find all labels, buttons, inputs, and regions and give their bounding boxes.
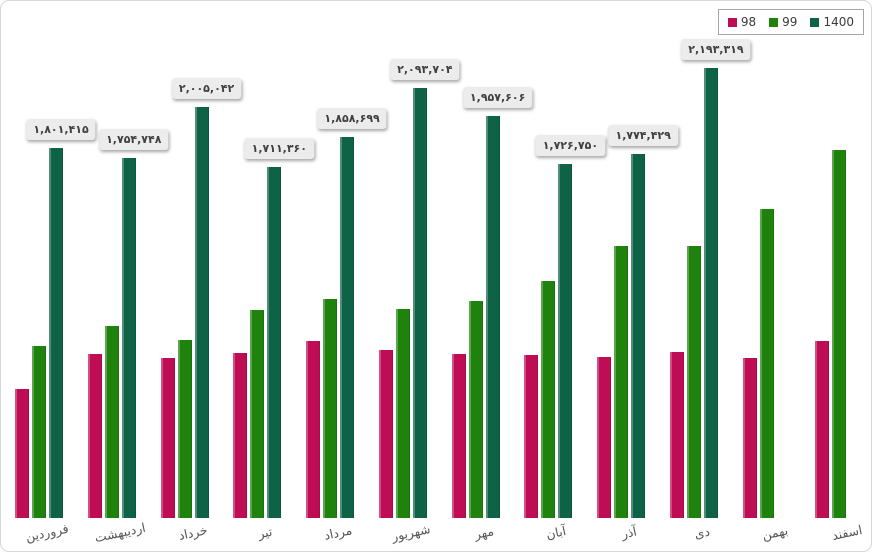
bar-99[interactable] xyxy=(759,209,774,518)
data-label-1400: ۲,۰۰۵,۰۴۲ xyxy=(171,78,242,99)
bar-group-6 xyxy=(378,88,427,518)
bar-99[interactable] xyxy=(614,246,629,518)
bar-98[interactable] xyxy=(451,354,466,518)
legend-swatch-1400-icon xyxy=(810,17,820,27)
bar-98[interactable] xyxy=(524,355,539,518)
bar-group-5 xyxy=(306,137,355,518)
bar-98[interactable] xyxy=(597,357,612,518)
bar-1400[interactable] xyxy=(631,154,646,518)
x-axis-label: فروردین xyxy=(24,520,70,545)
bar-98[interactable] xyxy=(160,358,175,518)
bar-1400[interactable] xyxy=(267,167,282,518)
legend-item-1400[interactable]: 1400 xyxy=(810,15,854,29)
legend-label-1400: 1400 xyxy=(823,15,854,29)
x-axis-label: خرداد xyxy=(176,522,209,543)
x-axis-label: شهریور xyxy=(390,521,432,544)
bar-1400[interactable] xyxy=(558,164,573,518)
x-axis-label: مهر xyxy=(472,523,495,542)
bar-99[interactable] xyxy=(177,340,192,518)
x-axis-label: آبان xyxy=(545,523,568,542)
data-label-1400: ۱,۹۵۷,۶۰۶ xyxy=(462,87,533,108)
x-axis-label: تیر xyxy=(256,523,274,542)
x-axis-label: اسفند xyxy=(830,521,864,544)
bar-group-3 xyxy=(160,107,209,518)
bar-99[interactable] xyxy=(32,346,46,518)
legend-label-99: 99 xyxy=(782,15,798,29)
bar-99[interactable] xyxy=(395,309,410,518)
bar-98[interactable] xyxy=(669,352,684,518)
x-axis-label: آذر xyxy=(620,523,639,542)
bar-group-4 xyxy=(233,167,282,518)
bar-98[interactable] xyxy=(306,341,321,518)
bar-1400[interactable] xyxy=(194,107,209,518)
bar-group-8 xyxy=(524,164,573,518)
bar-99[interactable] xyxy=(104,326,119,518)
data-label-1400: ۱,۷۱۱,۳۶۰ xyxy=(244,138,314,159)
bar-group-12 xyxy=(815,150,847,518)
legend-swatch-98-icon xyxy=(727,17,737,27)
data-label-1400: ۱,۷۲۶,۷۵۰ xyxy=(535,135,606,156)
bar-99[interactable] xyxy=(832,150,847,518)
bar-99[interactable] xyxy=(323,299,338,518)
x-axis-label: بهمن xyxy=(760,522,789,543)
bar-group-10 xyxy=(669,68,718,518)
bar-1400[interactable] xyxy=(485,116,500,518)
bar-99[interactable] xyxy=(468,301,483,518)
bar-98[interactable] xyxy=(378,350,393,518)
data-label-1400: ۱,۸۰۱,۴۱۵ xyxy=(26,119,96,140)
bar-1400[interactable] xyxy=(121,158,136,518)
bar-group-1 xyxy=(15,148,63,518)
bar-group-2 xyxy=(87,158,136,518)
x-axis-label: مرداد xyxy=(322,522,354,543)
bar-98[interactable] xyxy=(233,353,248,518)
bar-98[interactable] xyxy=(15,389,29,518)
data-label-1400: ۱,۷۷۴,۴۲۹ xyxy=(608,125,678,146)
bar-99[interactable] xyxy=(250,310,265,518)
bar-98[interactable] xyxy=(87,354,102,518)
data-label-1400: ۱,۷۵۴,۷۴۸ xyxy=(99,129,169,150)
bar-99[interactable] xyxy=(686,246,701,518)
bar-99[interactable] xyxy=(541,281,556,518)
bar-1400[interactable] xyxy=(412,88,427,518)
bar-98[interactable] xyxy=(742,358,757,518)
x-axis-label: اردیبهشت xyxy=(93,519,147,546)
legend-item-99[interactable]: 99 xyxy=(769,15,797,29)
bar-1400[interactable] xyxy=(49,148,63,518)
bar-98[interactable] xyxy=(815,341,830,518)
x-axis-label: دی xyxy=(692,523,711,542)
data-label-1400: ۱,۸۵۸,۶۹۹ xyxy=(317,108,387,129)
data-label-1400: ۲,۱۹۳,۳۱۹ xyxy=(681,39,751,60)
legend: 98 99 1400 xyxy=(717,9,864,35)
legend-item-98[interactable]: 98 xyxy=(727,15,757,29)
bar-group-7 xyxy=(451,116,500,518)
legend-swatch-99-icon xyxy=(769,17,779,27)
bar-1400[interactable] xyxy=(340,137,355,518)
data-label-1400: ۲,۰۹۳,۷۰۴ xyxy=(390,59,460,80)
bar-group-11 xyxy=(742,209,774,518)
legend-label-98: 98 xyxy=(740,15,757,29)
bar-group-9 xyxy=(597,154,646,518)
bar-1400[interactable] xyxy=(703,68,718,518)
